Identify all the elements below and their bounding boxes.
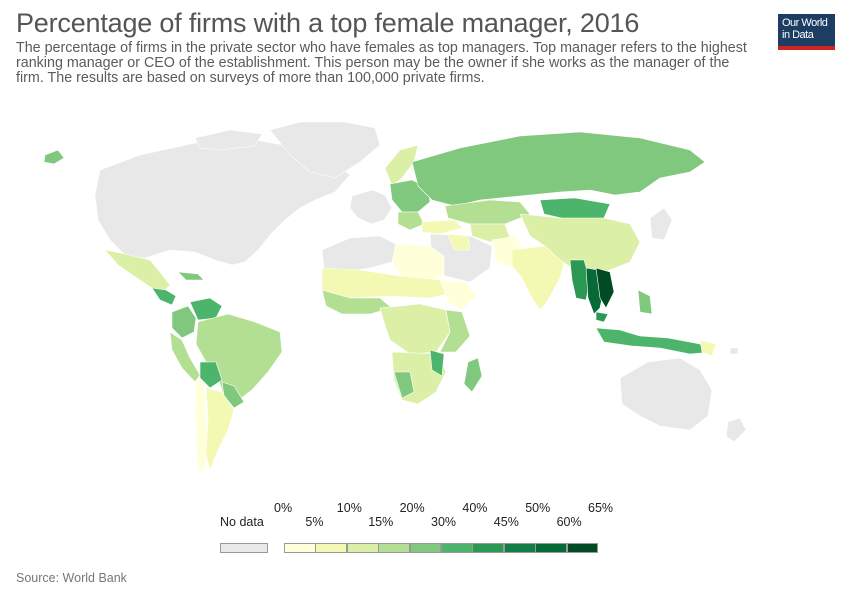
country-argentina[interactable] [205, 387, 235, 471]
country-balkans[interactable] [397, 211, 425, 231]
map-legend: No data 0% 10% 20% 40% 50% 65% 5% 15% 30% 45% 60% [0, 495, 850, 565]
country-bolivia[interactable] [199, 361, 223, 389]
country-ecuador-peru[interactable] [169, 331, 201, 383]
legend-tick-bottom: 30% [431, 515, 457, 529]
country-australia[interactable] [619, 357, 713, 431]
chart-title: Percentage of firms with a top female ma… [16, 8, 640, 38]
country-russia[interactable] [411, 131, 706, 207]
chart-subtitle: The percentage of firms in the private s… [16, 40, 747, 86]
legend-tick-bottom: 45% [493, 515, 519, 529]
country-greenland[interactable] [269, 121, 381, 179]
country-vietnam-laos-cambodia[interactable] [595, 267, 615, 309]
legend-bin-50-60[interactable] [535, 543, 568, 553]
legend-tick-top: 20% [399, 501, 425, 515]
country-new-zealand[interactable] [725, 417, 747, 443]
country-caribbean[interactable] [177, 271, 205, 281]
world-map [0, 100, 850, 495]
country-mozambique[interactable] [429, 349, 445, 377]
legend-tick-bottom: 5% [305, 515, 324, 529]
country-horn-of-africa[interactable] [439, 279, 477, 311]
legend-no-data-swatch[interactable] [220, 543, 268, 553]
legend-bin-40-45[interactable] [472, 543, 505, 553]
legend-tick-bottom: 60% [556, 515, 582, 529]
logo-line-2: in Data [782, 29, 814, 41]
legend-tick-top: 50% [525, 501, 551, 515]
legend-bin-10-15[interactable] [346, 543, 379, 553]
country-western-europe[interactable] [349, 189, 393, 225]
country-east-africa[interactable] [439, 309, 471, 353]
country-png[interactable] [699, 339, 717, 357]
legend-tick-top: 65% [588, 501, 614, 515]
country-myanmar[interactable] [569, 259, 591, 301]
legend-bin-45-50[interactable] [503, 543, 536, 553]
source-note: Source: World Bank [16, 571, 127, 585]
country-paraguay-uruguay[interactable] [221, 381, 245, 409]
country-namibia-botswana[interactable] [393, 371, 415, 399]
country-japan-korea[interactable] [649, 207, 673, 241]
country-venezuela[interactable] [189, 297, 223, 321]
country-colombia[interactable] [171, 305, 197, 339]
country-madagascar[interactable] [463, 357, 483, 393]
country-pacific-islands[interactable] [729, 347, 739, 355]
country-malaysia[interactable] [595, 311, 609, 323]
logo-line-1: Our World [782, 17, 828, 29]
country-turkey[interactable] [421, 219, 463, 235]
country-chile[interactable] [194, 379, 209, 473]
legend-bin-20-30[interactable] [409, 543, 442, 553]
country-alaska-region[interactable] [43, 149, 65, 165]
country-philippines[interactable] [637, 289, 653, 315]
legend-tick-bottom: 15% [368, 515, 394, 529]
country-north-africa-west[interactable] [321, 235, 397, 273]
country-canada-islands[interactable] [194, 129, 263, 151]
legend-bin-15-20[interactable] [378, 543, 411, 553]
country-mongolia[interactable] [539, 197, 611, 221]
country-guatemala-honduras[interactable] [151, 287, 177, 306]
owid-logo[interactable]: Our World in Data [778, 14, 835, 50]
legend-no-data-label: No data [220, 515, 264, 529]
legend-tick-top: 40% [462, 501, 488, 515]
country-china[interactable] [519, 213, 641, 273]
country-central-africa[interactable] [379, 303, 451, 355]
legend-tick-top: 0% [274, 501, 293, 515]
legend-tick-top: 10% [336, 501, 362, 515]
legend-bin-30-40[interactable] [441, 543, 473, 553]
country-indonesia[interactable] [595, 327, 713, 355]
legend-bin-0-5[interactable] [284, 543, 316, 553]
country-kazakhstan[interactable] [444, 199, 531, 225]
world-map-svg [43, 121, 747, 473]
country-iraq-syria[interactable] [447, 233, 471, 251]
legend-bin-5-10[interactable] [315, 543, 348, 553]
legend-bin-60-65[interactable] [566, 543, 599, 553]
